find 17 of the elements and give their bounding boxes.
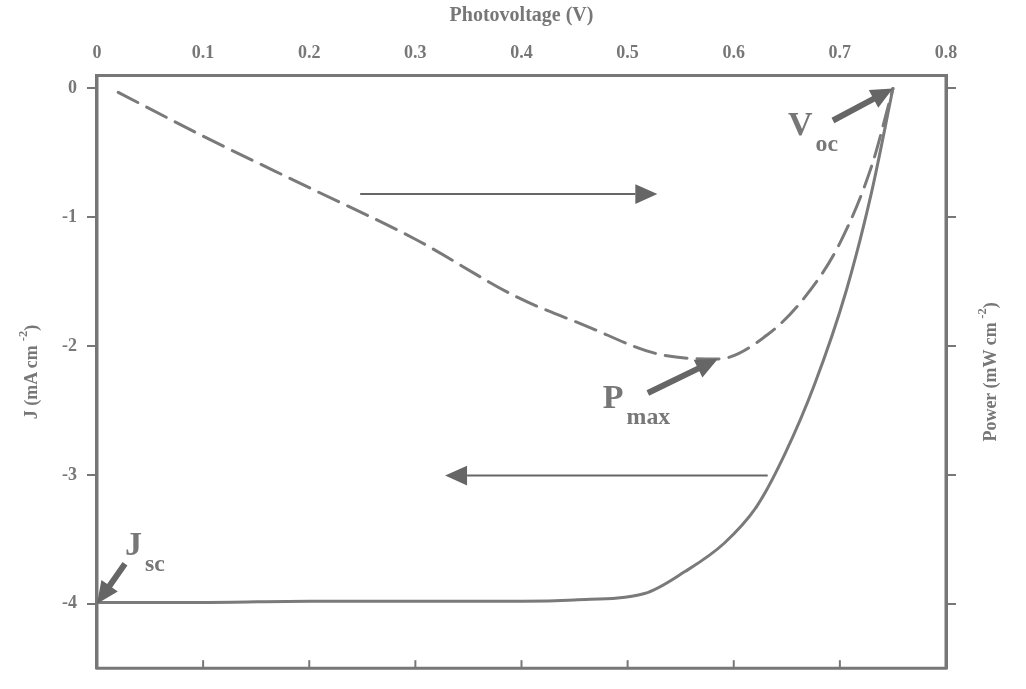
x-tick-label: 0.4 — [510, 42, 533, 63]
y2-axis-title: Power (mW cm-2) — [975, 302, 1001, 442]
y-axis-title: J (mA cm-2) — [16, 324, 42, 420]
x-axis-title: Photovoltage (V) — [449, 3, 594, 27]
x-tick-label: 0 — [92, 42, 102, 63]
x-tick-label: 0.2 — [298, 42, 321, 63]
y-tick-label: -1 — [61, 205, 77, 226]
y-tick-label: -2 — [61, 334, 77, 355]
x-tick-label: 0.7 — [828, 42, 852, 63]
y-tick-label: -4 — [61, 592, 77, 613]
x-tick-label: 0.5 — [616, 42, 639, 63]
y-tick-label: 0 — [67, 77, 77, 98]
x-tick-label: 0.6 — [722, 42, 745, 63]
y-tick-label: -3 — [61, 463, 77, 484]
x-tick-label: 0.8 — [934, 42, 958, 63]
x-tick-label: 0.1 — [191, 42, 215, 63]
x-tick-label: 0.3 — [404, 42, 427, 63]
